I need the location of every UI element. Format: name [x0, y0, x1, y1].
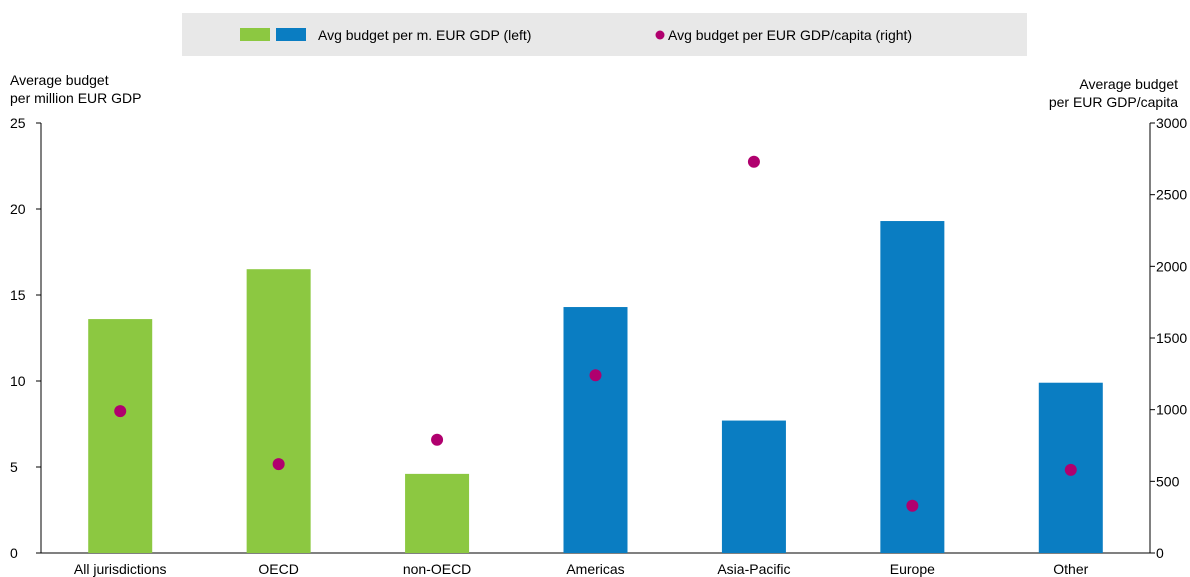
y-right-tick-label: 2500: [1156, 187, 1187, 203]
dot-other: [1064, 463, 1077, 476]
legend-dot-marker: [655, 30, 665, 40]
y-right-title-line1: Average budget: [1079, 76, 1178, 92]
y-left-tick-label: 0: [10, 545, 18, 561]
dot-asia-pacific: [747, 155, 760, 168]
y-left-tick-label: 20: [10, 201, 26, 217]
y-left-title-line2: per million EUR GDP: [10, 90, 141, 106]
bar-asia-pacific: [721, 420, 786, 553]
bar-non-oecd: [405, 473, 470, 553]
y-left-tick-label: 5: [10, 459, 18, 475]
y-left-tick-label: 15: [10, 287, 26, 303]
bar-europe: [880, 221, 945, 554]
y-right-tick-label: 1500: [1156, 330, 1187, 346]
y-right-tick-label: 0: [1156, 545, 1164, 561]
category-label: All jurisdictions: [74, 561, 167, 577]
y-left-ticks: 0 5 10 15 20 25: [10, 115, 41, 561]
category-labels: All jurisdictions OECD non-OECD Americas Asi…: [74, 561, 1089, 577]
dot-all-jurisdictions: [114, 405, 127, 418]
category-label: Other: [1053, 561, 1088, 577]
bar-all-jurisdictions: [88, 319, 153, 553]
category-label: OECD: [258, 561, 298, 577]
y-left-tick-label: 10: [10, 373, 26, 389]
category-label: Americas: [566, 561, 624, 577]
bars: [88, 221, 1103, 554]
category-label: non-OECD: [403, 561, 471, 577]
legend-label-dots: Avg budget per EUR GDP/capita (right): [668, 27, 912, 43]
legend: Avg budget per m. EUR GDP (left) Avg bud…: [182, 13, 1027, 56]
dot-non-oecd: [431, 433, 444, 446]
dot-europe: [906, 499, 919, 512]
legend-swatch-blue: [276, 28, 306, 41]
bar-americas: [563, 307, 628, 553]
y-right-tick-label: 2000: [1156, 258, 1187, 274]
bar-oecd: [246, 269, 311, 553]
y-right-tick-label: 500: [1156, 473, 1180, 489]
y-right-ticks: 0 500 1000 1500 2000 2500 3000: [1150, 115, 1187, 561]
category-label: Asia-Pacific: [717, 561, 790, 577]
legend-label-bars: Avg budget per m. EUR GDP (left): [318, 27, 531, 43]
y-right-tick-label: 1000: [1156, 402, 1187, 418]
dot-oecd: [272, 458, 285, 471]
legend-background: [182, 13, 1027, 56]
dots: [114, 155, 1077, 512]
y-left-title-line1: Average budget: [10, 72, 109, 88]
category-label: Europe: [890, 561, 935, 577]
legend-swatch-green: [240, 28, 270, 41]
y-left-tick-label: 25: [10, 115, 26, 131]
dot-americas: [589, 369, 602, 382]
y-right-title-line2: per EUR GDP/capita: [1049, 94, 1178, 110]
y-right-tick-label: 3000: [1156, 115, 1187, 131]
